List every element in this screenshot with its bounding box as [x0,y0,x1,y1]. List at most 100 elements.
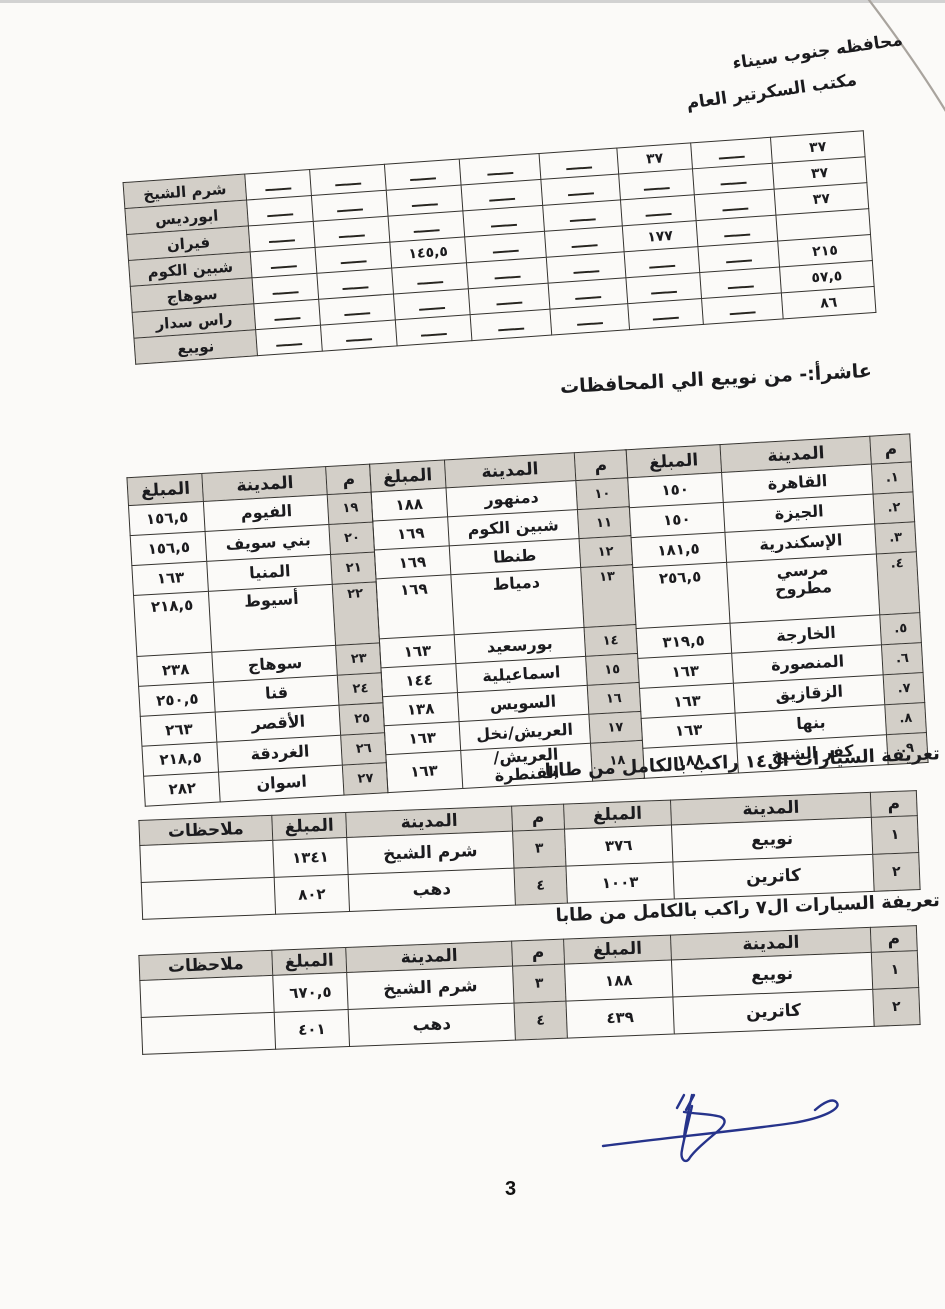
amount-cell: ١٦٩ [372,516,450,551]
row-num-cell: ٧. [883,672,925,705]
row-num-cell: ١ [871,950,919,990]
section-heading: عاشرأ:- من نويبع الي المحافظات [559,359,873,399]
letterhead-governorate: محافظه جنوب سيناء [731,30,905,74]
row-num-cell: ١. [871,461,914,494]
notes-cell [141,877,276,920]
amount-cell: ١٥٦,٥ [130,531,208,566]
col-header-num: م [869,433,912,465]
row-num-cell: ١١ [577,506,631,539]
amount-cell: ١٨٨ [370,487,448,522]
amount-cell: ٦٧٠,٥ [272,972,349,1013]
row-num-cell: ٢٧ [342,762,389,795]
fare-group-19-27: م المدينة المبلغ ١٩ الفيوم ١٥٦,٥ ٢٠ بني سويف… [127,464,389,807]
amount-cell: ٨٠٢ [274,874,350,915]
dash-cell: ـــــ [470,309,552,341]
dash-cell: ـــــ [627,298,704,330]
row-num-cell: ٥. [880,613,922,646]
col-header-num: م [511,804,565,832]
amount-cell: ٢٨٢ [144,771,221,806]
notes-cell [139,975,275,1018]
amount-cell: ٢٦٣ [140,712,218,747]
row-num-cell: ٢٣ [336,643,382,676]
row-num-cell: ١٤ [583,624,638,657]
row-num-cell: ٢١ [330,551,377,584]
col-header-num: م [870,790,918,818]
amount-cell: ١٥٦,٥ [128,501,206,536]
notes-cell [139,840,275,883]
row-num-cell: ٢٤ [337,673,384,706]
dash-cell: ـــــ [549,303,630,336]
amount-cell: ٢٥٦,٥ [631,561,731,629]
fare-group-1-9: م المدينة المبلغ ١. القاهرة ١٥٠ ٢. الجيزة ١٥٠… [625,433,929,779]
row-num-cell: ١٢ [578,535,633,568]
amount-cell: ٢٣٨ [137,652,214,687]
row-num-cell: ٣ [512,829,566,869]
col-header-num: م [326,464,372,495]
row-num-cell: ٤ [513,1001,568,1041]
city-cell: اسوان [218,764,345,802]
amount-cell: ١٤٤ [380,663,458,697]
row-num-cell: ٢٥ [339,702,385,736]
row-num-cell: ٢. [873,491,915,524]
row-num-cell: ٣ [512,964,566,1004]
city-cell: أسيوط [208,583,337,653]
row-num-cell: ٢٦ [341,732,387,765]
amount-cell: ١٣٤١ [272,837,349,878]
amount-cell: ١٦٩ [374,545,451,579]
letterhead-office: مكتب السكرتير العام [685,70,859,114]
city-cell: شرم الشيخ [346,831,514,875]
upper-fare-table: شرم الشيخ ـــــ ـــــ ـــــ ـــــ ـــــ ٣٧ ــــ… [123,130,877,365]
upper-fare-table-body: شرم الشيخ ـــــ ـــــ ـــــ ـــــ ـــــ ٣٧ ــــ… [123,130,876,365]
dash-cell: ـــــ [701,292,784,325]
row-num-cell: ٢٠ [329,521,375,555]
row-num-cell: ٦. [881,642,924,675]
taba-7-seater-table: م المدينة المبلغ م المدينة المبلغ ملاحظا… [138,925,921,1055]
notes-cell [141,1012,276,1055]
city-cell: دهب [348,868,516,912]
amount-cell: ٤٣٩ [565,997,675,1039]
amount-cell: ١٦٣ [385,750,463,793]
amount-cell: ٢١٨,٥ [133,590,213,657]
row-num-cell: ١ [871,815,919,855]
row-num-cell: ٢ [872,987,921,1027]
city-cell: كاترين [672,989,875,1034]
amount-cell: ١٨٨ [564,960,673,1002]
amount-cell: ٤٠١ [274,1009,350,1050]
col-header-amount: المبلغ [271,947,347,976]
col-header-num: م [574,449,628,481]
fare-group-10-18: م المدينة المبلغ ١٠ دمنهور ١٨٨ ١١ شبين الكوم… [369,449,645,793]
row-num-cell: ١٠ [575,477,630,510]
city-cell: كاترين [672,854,875,899]
city-cell: دهب [348,1003,516,1047]
row-num-cell: ٢٢ [332,581,380,646]
row-num-cell: ٨. [885,702,927,735]
row-num-cell: ٤. [876,551,920,616]
amount-cell: ١٦٣ [379,634,456,668]
city-cell: مرسي مطروح [726,553,881,624]
dash-cell: ـــــ [320,319,398,352]
col-header-amount: المبلغ [271,812,347,841]
row-num-cell: ٣. [874,521,917,554]
amount-cell: ٢٥٠,٥ [139,682,216,717]
row-num-cell: ١٣ [580,564,636,628]
col-header-amount: المبلغ [369,459,446,493]
col-header-amount: المبلغ [127,473,204,506]
page-number: 3 [505,1178,517,1200]
city-cell: شرم الشيخ [346,966,514,1010]
row-num-cell: ١٥ [585,653,639,686]
dash-cell: ـــــ [395,314,472,346]
amount-cell: ٨٦ [781,286,876,319]
row-num-cell: ١٩ [327,492,374,525]
amount-cell: ٢١٨,٥ [142,742,219,777]
amount-cell: ١٦٣ [383,721,461,755]
col-header-num: م [511,939,565,967]
amount-cell: ١٣٨ [382,692,459,726]
col-header-num: م [870,925,918,953]
handwritten-signature [601,1093,839,1163]
amount-cell: ٣٧٦ [564,825,673,867]
amount-cell: ١٦٣ [132,561,209,596]
row-num-cell: ١٦ [587,682,641,715]
dash-cell: ـــــ [255,325,323,356]
row-num-cell: ٢ [872,852,921,892]
